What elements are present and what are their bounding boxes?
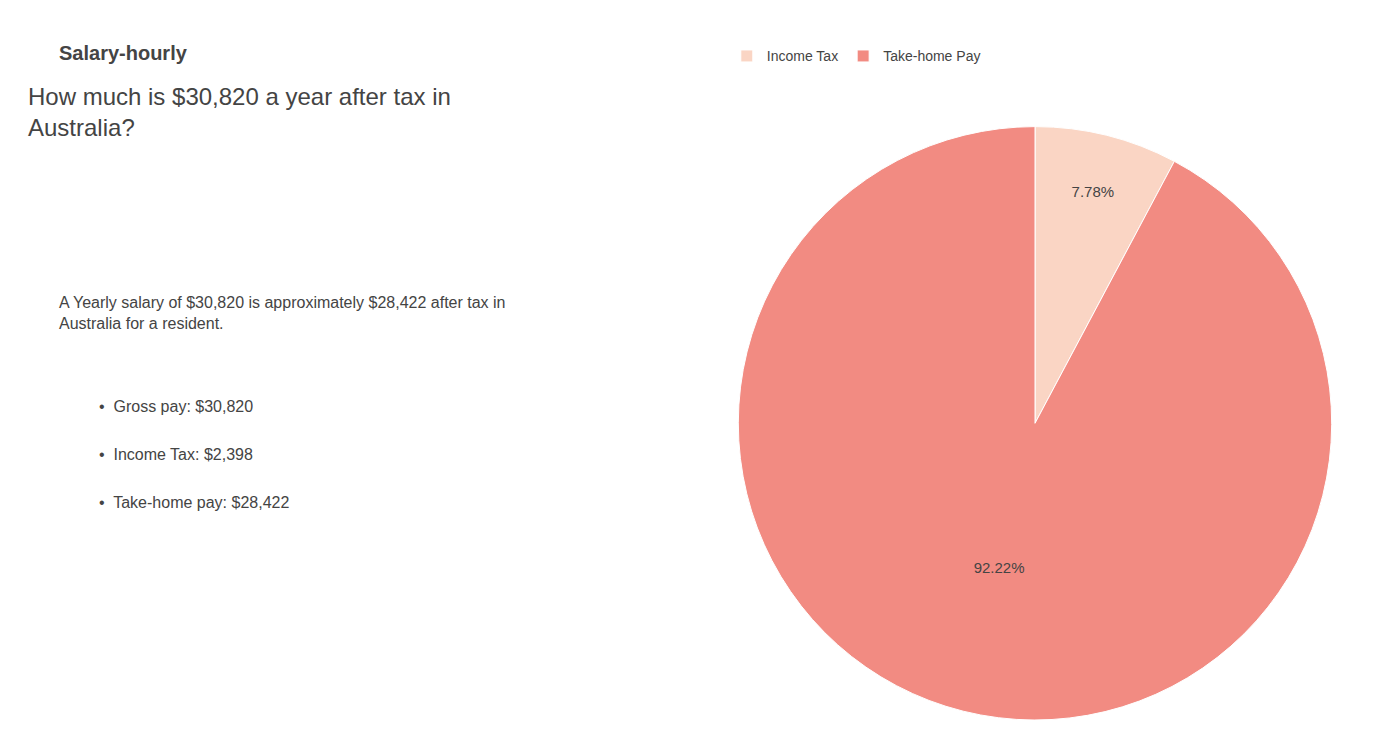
svg-text:Salary-hourly: Salary-hourly [59, 42, 188, 64]
svg-text:Take-home Pay: Take-home Pay [883, 48, 980, 64]
svg-text:• Gross pay: $30,820: • Gross pay: $30,820 [99, 398, 253, 415]
svg-text:• Income Tax: $2,398: • Income Tax: $2,398 [99, 446, 253, 463]
svg-text:How much is $30,820 a year aft: How much is $30,820 a year after tax inA… [28, 83, 451, 141]
svg-text:7.78%: 7.78% [1072, 183, 1115, 200]
svg-text:A Yearly salary of $30,820 is: A Yearly salary of $30,820 is approximat… [59, 294, 506, 332]
svg-text:• Take-home pay: $28,422: • Take-home pay: $28,422 [99, 494, 289, 511]
svg-text:92.22%: 92.22% [974, 559, 1025, 576]
svg-text:Income Tax: Income Tax [767, 48, 838, 64]
